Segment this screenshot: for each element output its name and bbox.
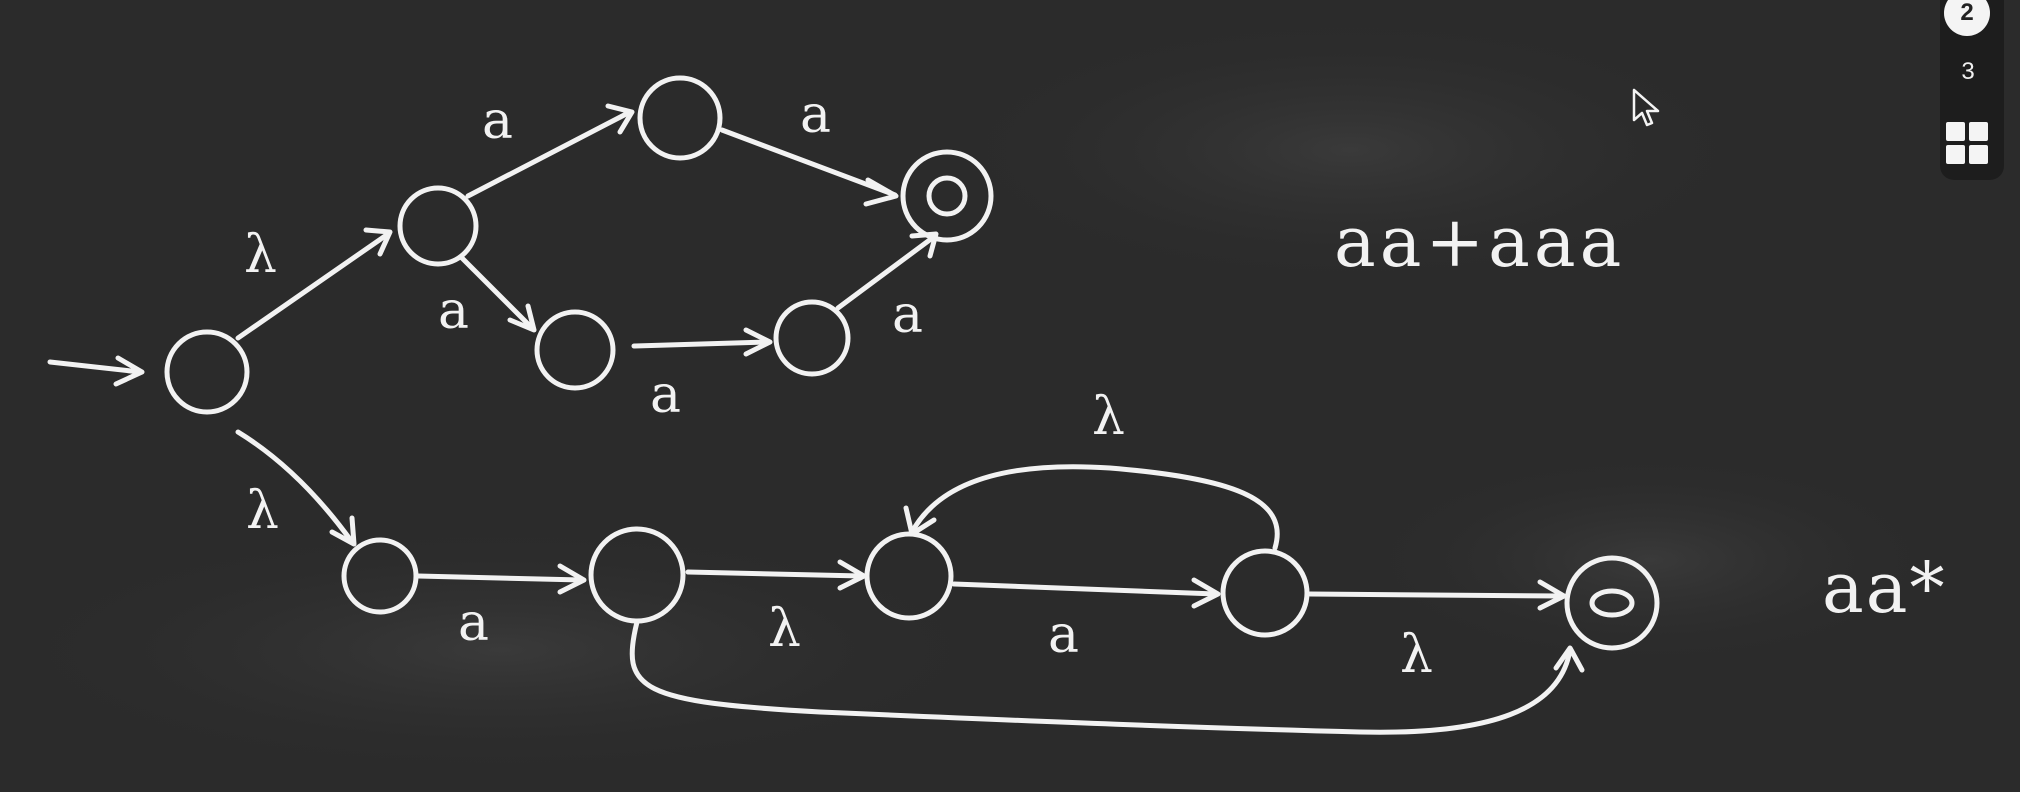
label-a-mid1-mid2: a: [650, 365, 681, 425]
state-mid-1: [534, 309, 616, 391]
label-lambda-loop: λ: [1092, 387, 1125, 447]
expression-aa-plus-aaa: aa+aaa: [1334, 201, 1625, 283]
grid-cell: [1946, 122, 1965, 141]
transition-upper2-acceptupper: [719, 127, 899, 207]
expression-aa-star: aa*: [1822, 547, 1946, 629]
transition-mid1-mid2: [631, 327, 773, 357]
state-accept-lower: [1564, 555, 1660, 651]
label-lambda-lower4-acceptlower: λ: [1400, 625, 1433, 685]
transition-mid2-acceptupper: [835, 231, 939, 311]
current-page-badge[interactable]: 2: [1944, 0, 1990, 36]
transition-upper1-mid1: [459, 255, 537, 333]
state-mid-2: [773, 299, 851, 377]
transition-lower1-lower2: [415, 563, 587, 595]
transition-upper1-upper2: [465, 103, 635, 199]
label-lambda-start-lower1: λ: [246, 481, 279, 541]
state-upper-1: [397, 185, 479, 267]
transition-lower3-lower4: [951, 577, 1221, 609]
transition-lower2-lower3: [685, 559, 867, 591]
transition-start-upper1: [235, 227, 393, 341]
transition-start-lower1: [235, 429, 357, 547]
state-lower-4: [1220, 548, 1310, 638]
grid-cell: [1969, 122, 1988, 141]
loop-lower4-lower3: [903, 464, 1280, 551]
grid-view-icon[interactable]: [1946, 122, 1988, 164]
label-a-mid2-acceptupper: a: [892, 285, 923, 345]
grid-cell: [1969, 145, 1988, 164]
next-page-button[interactable]: 3: [1961, 58, 1975, 85]
label-lambda-lower2-lower3: λ: [768, 599, 801, 659]
label-a-upper1-upper2: a: [482, 91, 513, 151]
state-start: [164, 329, 250, 415]
label-a-upper1-mid1: a: [438, 281, 469, 341]
transition-lower4-acceptlower: [1307, 579, 1567, 611]
label-a-upper2-acceptupper: a: [800, 85, 831, 145]
label-a-lower1-lower2: a: [458, 593, 489, 653]
mouse-pointer-icon: [1632, 88, 1660, 127]
state-lower-3: [864, 531, 954, 621]
start-arrow: [47, 355, 145, 387]
state-accept-upper: [900, 149, 994, 243]
label-a-lower3-lower4: a: [1048, 605, 1079, 665]
state-upper-2: [637, 75, 723, 161]
bypass-lower2-acceptlower: [629, 619, 1585, 735]
grid-cell: [1946, 145, 1965, 164]
label-lambda-start-upper1: λ: [244, 225, 277, 285]
